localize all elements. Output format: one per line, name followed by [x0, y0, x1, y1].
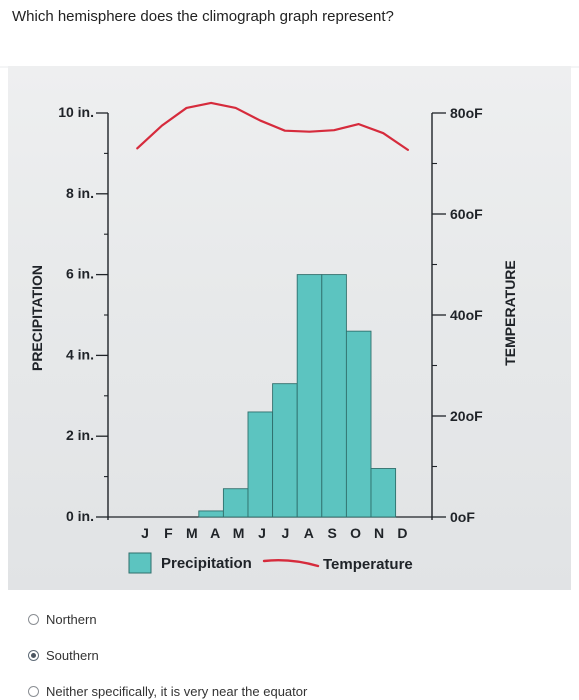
precipitation-axis-title: PRECIPITATION [29, 265, 45, 371]
precipitation-axis: 10 in. 8 in. 6 in. 4 in. 2 in. 0 in. [58, 104, 432, 524]
month-label-3: A [210, 525, 220, 541]
month-label-4: M [233, 525, 245, 541]
chart-legend: Precipitation Temperature [128, 552, 413, 574]
precipitation-tick-label: 2 in. [66, 427, 94, 443]
temperature-axis-title: TEMPERATURE [502, 260, 518, 366]
option-equator-label: Neither specifically, it is very near th… [46, 684, 308, 699]
radio-southern[interactable] [28, 650, 39, 661]
precipitation-tick-label: 8 in. [66, 185, 94, 201]
month-label-2: M [186, 525, 198, 541]
precipitation-tick-label: 0 in. [66, 508, 94, 524]
option-equator[interactable]: Neither specifically, it is very near th… [28, 684, 307, 699]
temperature-point-8 [333, 129, 335, 131]
temperature-line [136, 101, 409, 151]
temperature-tick-label: 40oF [450, 307, 483, 323]
legend-precipitation-swatch [128, 552, 152, 574]
temperature-tick-label: 60oF [450, 206, 483, 222]
precipitation-bar-a-7 [296, 274, 323, 518]
month-label-8: S [328, 525, 337, 541]
month-label-9: O [350, 525, 361, 541]
temperature-point-3 [210, 102, 212, 104]
temperature-axis: 80oF 60oF 40oF 20oF 0oF [431, 105, 483, 525]
month-label-7: A [304, 525, 314, 541]
precipitation-bar-s-8 [321, 274, 347, 518]
temperature-series-line [136, 101, 409, 151]
radio-northern[interactable] [28, 614, 39, 625]
precipitation-bar-o-9 [345, 330, 372, 518]
temperature-point-7 [308, 130, 311, 133]
radio-equator[interactable] [28, 686, 39, 697]
month-label-1: F [164, 525, 173, 541]
option-northern-label: Northern [46, 612, 97, 627]
precipitation-bar-j-6 [272, 383, 298, 518]
precipitation-tick-label: 4 in. [66, 346, 94, 362]
month-label-5: J [258, 525, 266, 541]
temperature-point-1 [161, 124, 163, 127]
temperature-point-0 [136, 147, 139, 150]
temperature-tick-label: 80oF [450, 105, 483, 121]
temperature-point-4 [234, 107, 237, 109]
question-text: Which hemisphere does the climograph gra… [12, 8, 394, 25]
precipitation-bar-n-10 [370, 468, 397, 518]
precipitation-bar-m-4 [222, 488, 249, 518]
precipitation-bars [198, 274, 397, 518]
precipitation-tick-label: 6 in. [66, 266, 94, 282]
option-southern-label: Southern [46, 648, 99, 663]
temperature-tick-label: 20oF [450, 408, 483, 424]
temperature-point-11 [407, 149, 409, 151]
temperature-point-10 [382, 132, 385, 134]
legend-temperature-swatch [262, 558, 320, 568]
option-northern[interactable]: Northern [28, 612, 97, 627]
temperature-point-6 [284, 129, 286, 132]
month-label-11: D [397, 525, 407, 541]
temperature-point-2 [185, 107, 188, 109]
precipitation-bar-j-5 [247, 411, 274, 518]
precipitation-bar-a-3 [198, 510, 224, 518]
month-label-6: J [282, 525, 290, 541]
temperature-point-5 [259, 119, 262, 122]
option-southern[interactable]: Southern [28, 648, 99, 663]
month-label-10: N [374, 525, 384, 541]
legend-temperature-label: Temperature [323, 556, 413, 573]
temperature-tick-label: 0oF [450, 509, 475, 525]
temperature-point-9 [357, 123, 360, 125]
precipitation-tick-label: 10 in. [58, 104, 94, 120]
month-label-0: J [141, 525, 149, 541]
legend-precipitation-label: Precipitation [161, 555, 252, 572]
